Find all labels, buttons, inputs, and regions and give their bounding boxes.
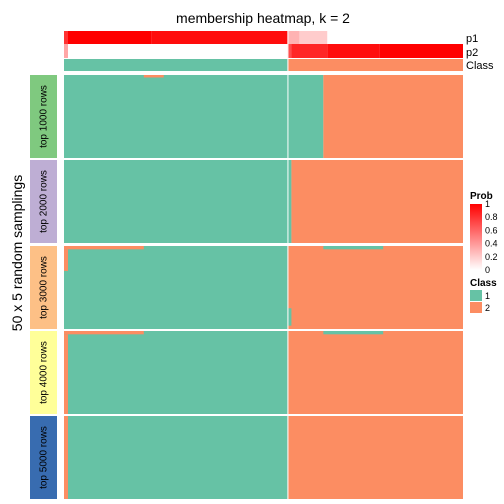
class-2-block	[291, 160, 463, 243]
row-group: top 5000 rows	[30, 416, 463, 499]
prob-tick-label: 1	[485, 199, 490, 209]
row-group-label-box	[30, 246, 57, 329]
annotation-cell	[327, 31, 463, 44]
row-group-label-box	[30, 416, 57, 499]
row-group: top 4000 rows	[30, 331, 463, 414]
row-group: top 1000 rows	[30, 75, 463, 158]
class-2-block	[323, 75, 463, 158]
heatmap-cell	[143, 75, 164, 78]
annotation-cell	[287, 44, 292, 58]
annotation-label: p2	[466, 47, 478, 59]
annotation-cell	[327, 44, 380, 58]
y-axis-label: 50 x 5 random samplings	[9, 175, 25, 331]
row-group: top 2000 rows	[30, 160, 463, 243]
row-group-label: top 3000 rows	[39, 256, 50, 319]
annotation-cell	[287, 59, 463, 71]
heatmap-cell	[64, 246, 144, 250]
row-group-label: top 4000 rows	[39, 341, 50, 404]
heatmap-cell	[64, 331, 144, 335]
class-2-block	[287, 331, 463, 414]
prob-colorbar	[470, 204, 482, 270]
prob-tick-label: 0.6	[485, 225, 498, 235]
class-2-block	[287, 416, 463, 499]
class-1-block	[64, 75, 324, 158]
heatmap-cell	[64, 334, 68, 414]
row-group-label: top 2000 rows	[39, 170, 50, 233]
legend: Prob Class 1 0.8 0.6 0.4 0.2 0 1 2	[470, 191, 498, 313]
row-group-label: top 5000 rows	[39, 426, 50, 489]
annotation-label: Class	[466, 60, 494, 72]
annotation-cell	[64, 31, 68, 44]
annotation-cell	[287, 31, 300, 44]
annotation-cell	[299, 31, 328, 44]
class-1-block	[64, 246, 288, 329]
heatmap-cell	[287, 308, 292, 329]
annotation-cell	[67, 44, 288, 58]
heatmap-cell	[323, 246, 384, 250]
class-1-block	[64, 160, 292, 243]
annotation-cell	[64, 44, 68, 58]
prob-tick-label: 0.2	[485, 252, 498, 262]
class-1-block	[64, 416, 288, 499]
prob-tick-label: 0.8	[485, 212, 498, 222]
class-1-block	[64, 331, 288, 414]
legend-class-title: Class	[470, 278, 497, 289]
annotation-cell	[64, 59, 288, 71]
class-legend-label: 1	[485, 291, 490, 301]
row-group-label-box	[30, 75, 57, 158]
annotation-cell	[67, 31, 152, 44]
row-groups: top 1000 rows top 2000 rows top 3000 rows t…	[30, 31, 463, 499]
chart-title: membership heatmap, k = 2	[176, 10, 350, 26]
heatmap-cell	[287, 325, 463, 329]
annotation-label: p1	[466, 33, 478, 45]
prob-tick-label: 0.4	[485, 239, 498, 249]
annotation-p2: p2	[64, 44, 478, 59]
class-2-block	[287, 246, 463, 329]
row-group-label-box	[30, 331, 57, 414]
prob-tick-label: 0	[485, 265, 490, 275]
annotation-cell	[151, 31, 288, 44]
annotation-cell	[291, 44, 328, 58]
class-legend-swatch	[470, 302, 482, 313]
heatmap-cell	[64, 249, 68, 271]
annotation-cell	[379, 44, 463, 58]
annotation-p1: p1	[64, 31, 478, 45]
heatmap-cell	[323, 331, 384, 335]
heatmap-cell	[64, 416, 68, 499]
row-group-label-box	[30, 160, 57, 243]
class-legend-swatch	[470, 290, 482, 301]
row-group-label: top 1000 rows	[39, 85, 50, 148]
legend-prob-title: Prob	[470, 191, 493, 202]
class-legend-label: 2	[485, 303, 490, 313]
row-group: top 3000 rows	[30, 246, 463, 329]
annotation-class: Class	[64, 59, 494, 72]
